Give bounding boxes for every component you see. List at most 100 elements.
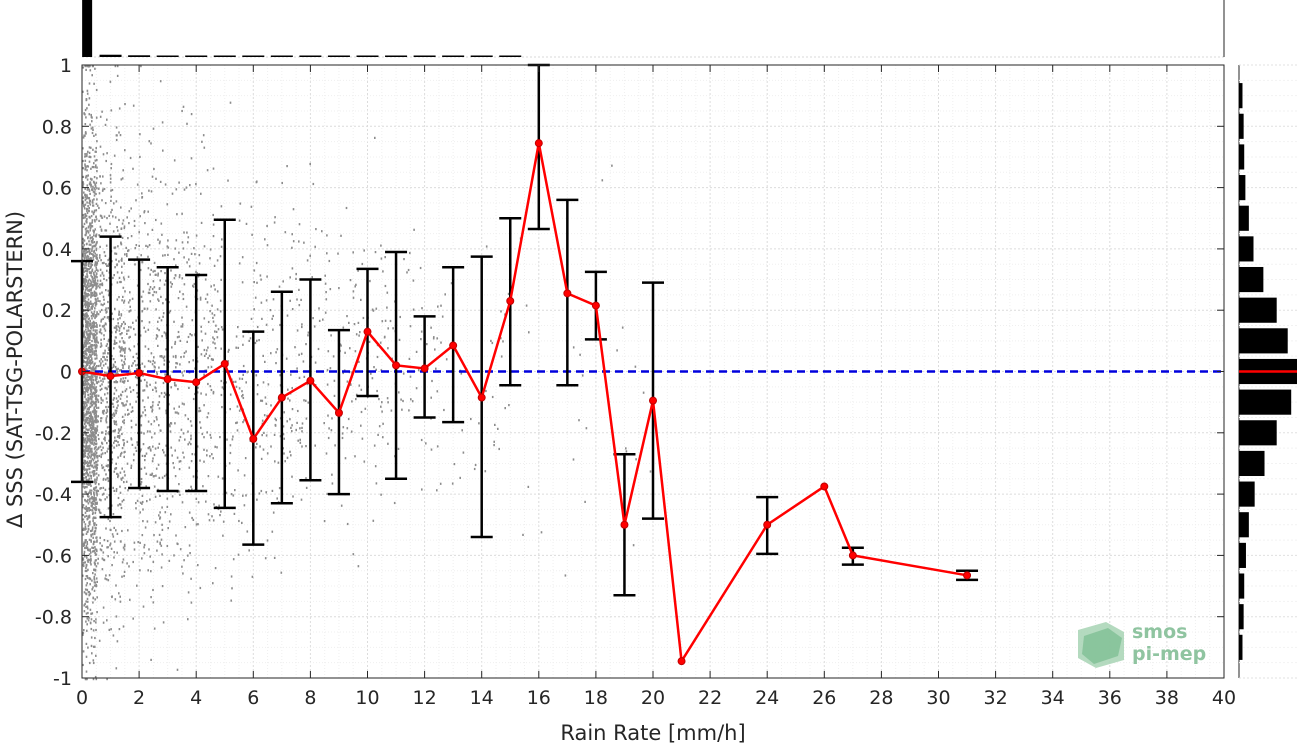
scatter-point [93, 469, 96, 473]
scatter-point [261, 419, 264, 422]
scatter-point [220, 393, 223, 397]
scatter-point [116, 74, 119, 77]
scatter-point [93, 383, 96, 386]
scatter-point [364, 407, 367, 410]
scatter-point [212, 341, 214, 344]
scatter-point [145, 472, 148, 475]
scatter-point [96, 596, 98, 599]
scatter-point [168, 301, 170, 304]
scatter-point [96, 357, 98, 360]
scatter-point [88, 387, 91, 390]
scatter-point [87, 479, 89, 482]
scatter-point [148, 548, 150, 551]
scatter-point [85, 575, 88, 578]
scatter-point [89, 203, 92, 206]
scatter-point [91, 437, 94, 440]
scatter-point [90, 618, 93, 621]
scatter-point [113, 412, 115, 415]
scatter-point [115, 615, 118, 618]
scatter-point [100, 549, 103, 552]
scatter-point [242, 494, 244, 497]
scatter-point [409, 375, 412, 378]
scatter-point [98, 511, 101, 514]
scatter-point [333, 379, 336, 382]
scatter-point [134, 263, 136, 266]
scatter-point [84, 203, 87, 206]
scatter-point [116, 372, 118, 375]
scatter-point [99, 268, 102, 271]
scatter-point [375, 482, 378, 485]
scatter-point [93, 364, 95, 367]
scatter-point [84, 353, 87, 356]
scatter-point [85, 509, 88, 512]
scatter-point [84, 254, 86, 257]
scatter-point [95, 164, 97, 167]
scatter-point [93, 350, 95, 353]
scatter-point [157, 463, 160, 466]
scatter-point [94, 67, 96, 70]
scatter-point [150, 570, 152, 573]
scatter-point [114, 341, 116, 344]
scatter-point [117, 404, 119, 407]
scatter-point [212, 316, 214, 319]
scatter-point [84, 402, 86, 405]
scatter-point [141, 196, 143, 199]
scatter-point [167, 253, 169, 256]
scatter-point [90, 354, 92, 357]
scatter-point [265, 402, 268, 405]
scatter-point [99, 376, 101, 379]
scatter-point [88, 460, 91, 463]
scatter-point [130, 207, 132, 210]
scatter-point [90, 422, 93, 425]
scatter-point [91, 385, 93, 388]
scatter-point [85, 569, 88, 573]
scatter-point [285, 357, 288, 360]
scatter-point [122, 625, 125, 628]
scatter-point [86, 446, 88, 449]
scatter-point [95, 628, 97, 632]
scatter-point [86, 408, 89, 411]
scatter-point [132, 104, 135, 107]
scatter-point [130, 483, 132, 486]
scatter-point [82, 504, 85, 507]
scatter-point [287, 397, 289, 400]
scatter-point [374, 465, 377, 468]
scatter-point [113, 470, 116, 473]
scatter-point [164, 254, 166, 257]
scatter-point [92, 453, 94, 456]
scatter-point [88, 151, 91, 154]
scatter-point [260, 278, 262, 281]
scatter-point [213, 338, 216, 341]
scatter-point [92, 302, 94, 306]
scatter-point [239, 202, 242, 205]
scatter-point [88, 199, 91, 202]
scatter-point [191, 516, 193, 520]
scatter-point [380, 257, 383, 260]
scatter-point [127, 413, 129, 416]
scatter-point [92, 536, 94, 539]
scatter-point [88, 424, 91, 427]
scatter-point [112, 486, 114, 489]
scatter-point [89, 446, 91, 449]
scatter-point [233, 512, 236, 515]
scatter-point [232, 494, 235, 497]
scatter-point [160, 295, 162, 298]
scatter-point [125, 480, 128, 483]
mean-point [506, 297, 515, 306]
scatter-point [109, 222, 111, 225]
scatter-point [88, 366, 90, 369]
scatter-point [92, 411, 94, 414]
scatter-point [227, 360, 229, 363]
scatter-point [88, 516, 91, 519]
scatter-point [129, 371, 131, 374]
scatter-point [91, 344, 94, 347]
scatter-point [92, 645, 95, 648]
scatter-point [93, 441, 96, 445]
scatter-point [237, 326, 239, 329]
scatter-point [153, 534, 155, 537]
scatter-point [86, 412, 89, 415]
scatter-point [106, 118, 108, 121]
scatter-point [94, 431, 96, 434]
scatter-point [102, 478, 105, 481]
scatter-point [212, 320, 215, 323]
